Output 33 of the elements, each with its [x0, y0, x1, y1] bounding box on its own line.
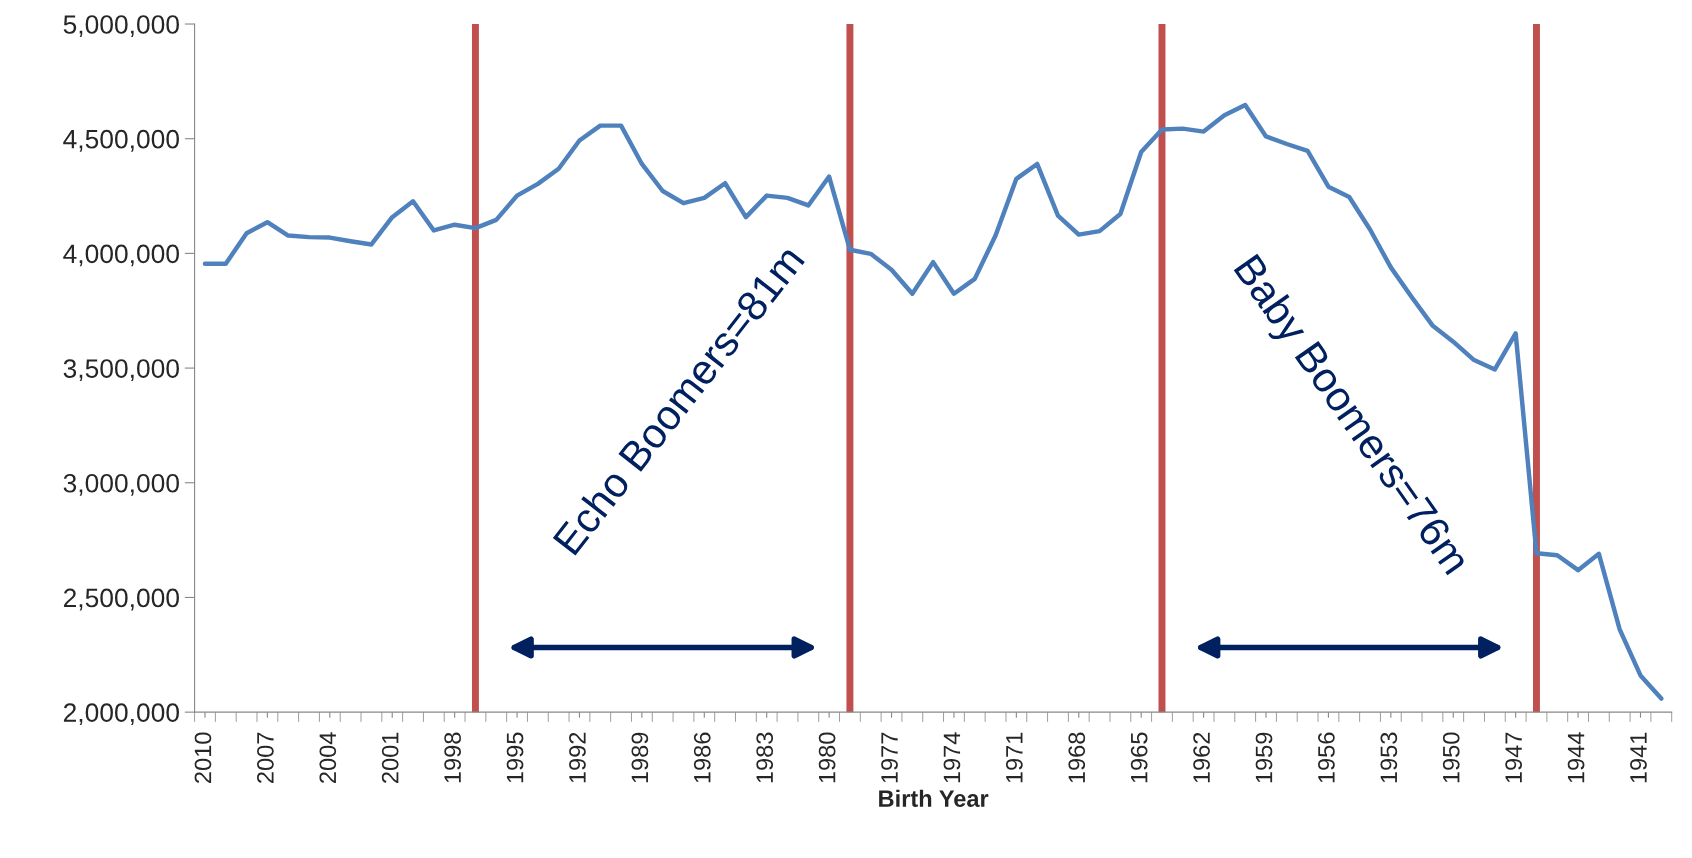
x-tick-label: 2004 — [319, 732, 337, 783]
x-tick-label: 1959 — [1255, 732, 1273, 783]
x-tick-label: 1998 — [444, 732, 461, 783]
y-tick-label: 3,000,000 — [63, 473, 179, 496]
x-tick-label: 1983 — [756, 732, 774, 783]
x-tick-label: 1986 — [693, 732, 711, 783]
y-tick-label: 2,000,000 — [63, 703, 179, 726]
y-tick-label: 4,500,000 — [63, 129, 179, 152]
y-tick-label: 2,500,000 — [63, 588, 179, 611]
x-tick-label: 1962 — [1193, 732, 1210, 783]
y-tick-label: 3,500,000 — [63, 359, 179, 382]
x-tick-label: 2010 — [194, 732, 212, 783]
x-tick-label: 1956 — [1318, 732, 1335, 783]
x-axis-title: Birth Year — [879, 789, 989, 807]
x-tick-label: 1968 — [1068, 732, 1086, 783]
line-series — [202, 102, 1664, 701]
x-tick-label: 1980 — [818, 732, 836, 783]
y-tick-label: 5,000,000 — [63, 15, 179, 37]
x-tick-label: 1974 — [943, 732, 961, 783]
x-tick-label: 1977 — [881, 732, 898, 783]
x-tick-label: 1950 — [1442, 732, 1460, 783]
x-tick-label: 1989 — [631, 732, 649, 783]
y-tick-label: 4,000,000 — [63, 244, 179, 267]
x-tick-label: 1971 — [1005, 732, 1023, 783]
x-tick-label: 2007 — [257, 732, 274, 783]
x-tick-label: 1947 — [1505, 732, 1522, 783]
x-tick-label: 2001 — [381, 732, 399, 783]
x-tick-label: 1965 — [1130, 732, 1148, 783]
x-tick-label: 1995 — [506, 732, 524, 783]
x-tick-label: 1941 — [1630, 732, 1647, 783]
x-tick-label: 1944 — [1567, 732, 1585, 783]
x-tick-label: 1992 — [569, 732, 586, 783]
x-tick-label: 1953 — [1380, 732, 1398, 783]
